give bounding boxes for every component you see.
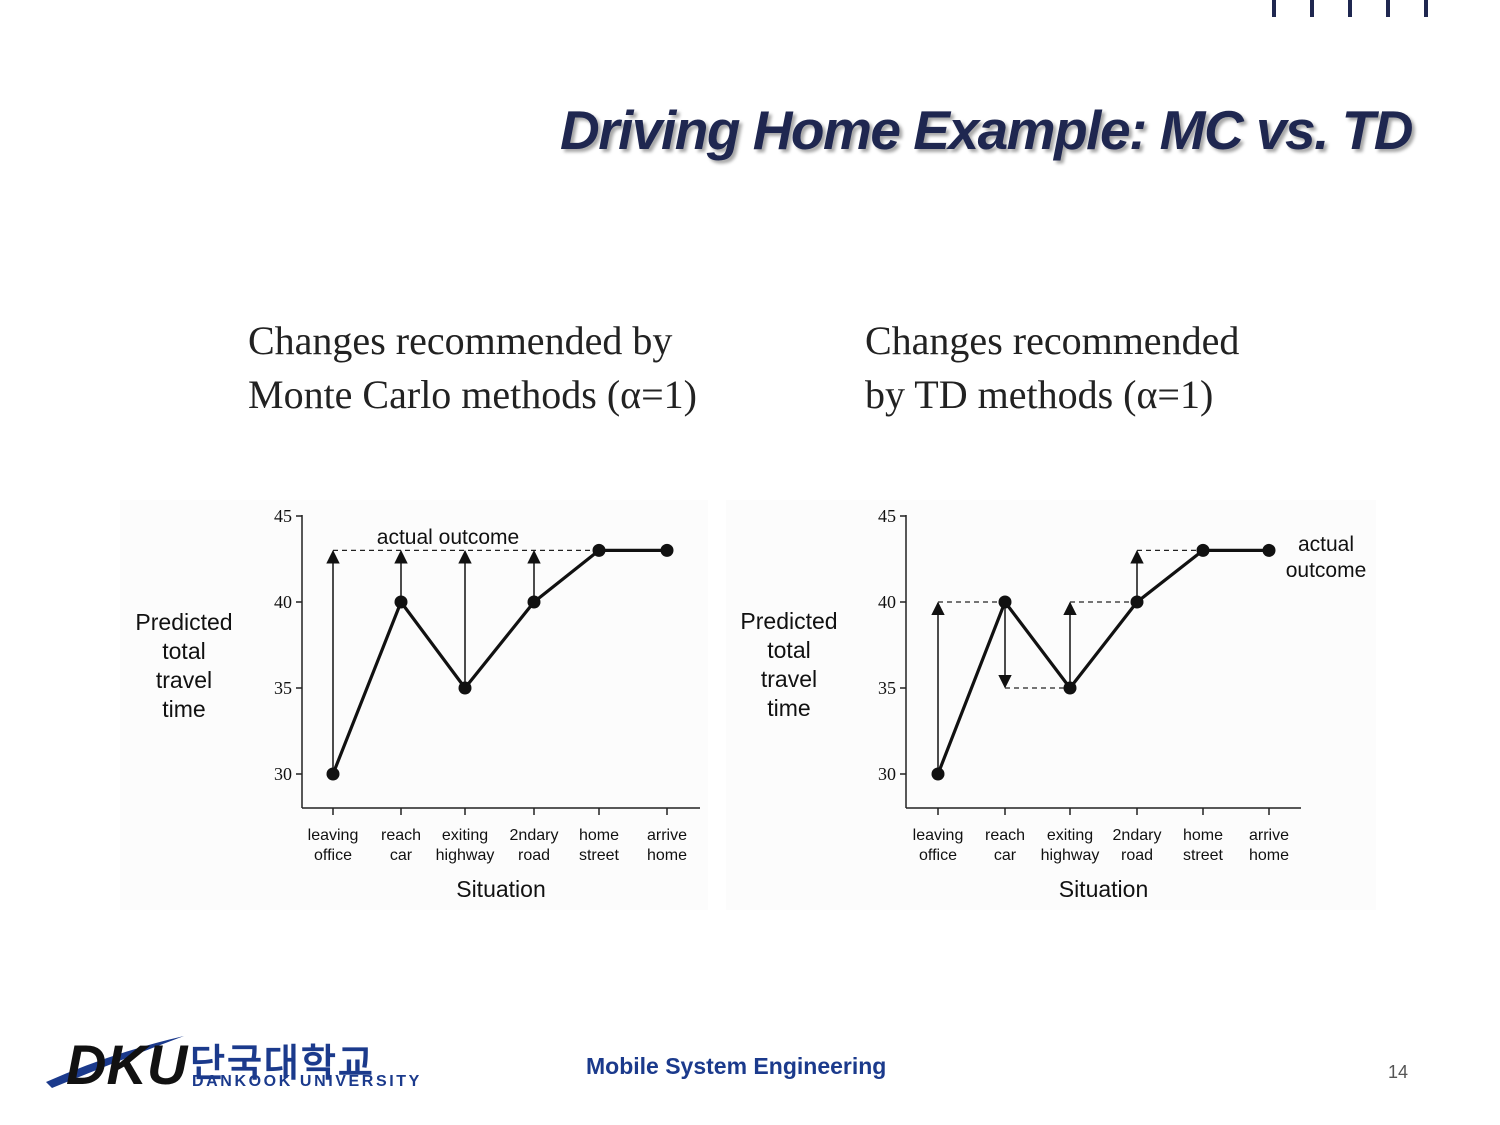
mc-data-point [660, 543, 674, 557]
logo-english-name: DANKOOK UNIVERSITY [192, 1073, 422, 1090]
slide-title: Driving Home Example: MC vs. TD [559, 99, 1414, 161]
td-data-point [1262, 543, 1276, 557]
td-x-tick-label: exiting highway [1041, 827, 1100, 864]
mc-x-tick-label: reach car [381, 827, 421, 864]
td-data-point [998, 595, 1012, 609]
mc-data-point [326, 767, 340, 781]
td-y-tick-label: 40 [878, 592, 896, 612]
dku-mark-text: DKU [66, 1033, 189, 1096]
td-y-tick-label: 45 [878, 506, 896, 526]
td-x-tick-label: home street [1183, 827, 1224, 864]
mc-x-tick-label: home street [579, 827, 620, 864]
top-tick [1424, 0, 1428, 17]
td-data-point [1196, 543, 1210, 557]
td-x-tick-label: arrive home [1249, 827, 1289, 864]
td-y-tick-label: 30 [878, 764, 896, 784]
mc-x-tick-label: exiting highway [436, 827, 495, 864]
mc-y-tick-label: 35 [274, 678, 292, 698]
mc-caption: Changes recommended by Monte Carlo metho… [248, 314, 697, 422]
td-data-point [1130, 595, 1144, 609]
td-actual-outcome-label: actual outcome [1286, 533, 1367, 582]
td-caption-line: Changes recommended [865, 318, 1240, 363]
page-number: 14 [1388, 1062, 1409, 1082]
td-y-axis-title: Predicted total travel time [740, 608, 837, 721]
td-data-point [931, 767, 945, 781]
mc-x-tick-label: 2ndary road [510, 827, 559, 864]
dku-logo-mark: DKU [46, 1033, 189, 1096]
mc-actual-outcome-label: actual outcome [377, 526, 519, 549]
mc-chart-svg: 30 35 40 45 leaving office reach car exiting high… [135, 506, 700, 902]
mc-caption-line: Changes recommended by [248, 318, 673, 363]
mc-x-axis-title: Situation [456, 876, 546, 902]
top-decoration [1268, 0, 1438, 18]
mc-chart: 30 35 40 45 leaving office reach car exiting high… [120, 500, 708, 910]
td-x-tick-label: 2ndary road [1113, 827, 1162, 864]
td-y-tick-label: 35 [878, 678, 896, 698]
td-x-tick-label: reach car [985, 827, 1025, 864]
mc-data-point [527, 595, 541, 609]
td-chart-svg: 30 35 40 45 leaving office reach car exiting high… [740, 506, 1367, 902]
university-logo: DKU 단국대학교 DANKOOK UNIVERSITY [44, 1030, 419, 1096]
mc-prediction-line [331, 548, 667, 775]
mc-y-tick-label: 30 [274, 764, 292, 784]
footer-course-name: Mobile System Engineering [586, 1053, 887, 1079]
mc-data-point [458, 681, 472, 695]
mc-y-tick-label: 45 [274, 506, 292, 526]
mc-data-point [394, 595, 408, 609]
td-prediction-line [936, 548, 1269, 775]
mc-caption-line: Monte Carlo methods (α=1) [248, 372, 698, 417]
mc-data-point [592, 543, 606, 557]
td-caption-line: by TD methods (α=1) [865, 372, 1214, 417]
td-chart: 30 35 40 45 leaving office reach car exiting high… [726, 500, 1376, 910]
td-caption: Changes recommended by TD methods (α=1) [865, 314, 1239, 422]
td-data-point [1063, 681, 1077, 695]
logo-korean-name: 단국대학교 [190, 1041, 375, 1085]
td-x-axis-title: Situation [1059, 876, 1149, 902]
mc-y-axis-title: Predicted total travel time [135, 609, 232, 722]
top-tick [1310, 0, 1314, 17]
top-tick [1272, 0, 1276, 17]
mc-x-tick-label: leaving office [308, 827, 359, 864]
mc-y-tick-label: 40 [274, 592, 292, 612]
td-x-tick-label: leaving office [913, 827, 964, 864]
top-tick [1386, 0, 1390, 17]
top-tick [1348, 0, 1352, 17]
mc-x-tick-label: arrive home [647, 827, 687, 864]
